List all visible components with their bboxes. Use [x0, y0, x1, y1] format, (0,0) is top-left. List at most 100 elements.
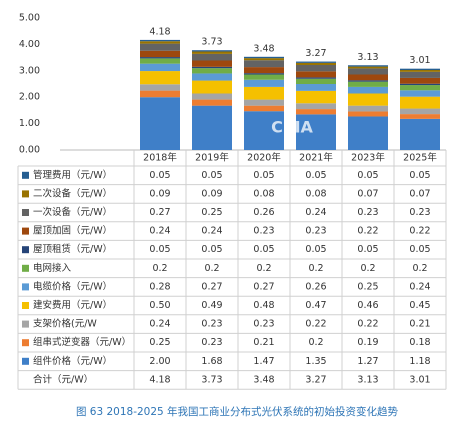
total-label: 3.73: [201, 37, 222, 48]
table-cell: 0.25: [201, 207, 222, 218]
total-label: 3.13: [357, 52, 378, 63]
table-cell: 0.23: [409, 207, 430, 218]
legend-label: 管理费用（元/W）: [33, 169, 112, 181]
table-cell: 0.22: [409, 226, 430, 237]
table-cell: 0.05: [357, 244, 378, 255]
bar-segment: [140, 90, 180, 98]
table-cell: 0.2: [360, 263, 375, 274]
bar-segment: [140, 84, 180, 91]
table-cell: 0.05: [409, 170, 430, 181]
table-cell: 3.73: [201, 374, 222, 385]
table-cell: 0.46: [357, 300, 378, 311]
bar-segment: [296, 103, 336, 110]
table-cell: 0.24: [201, 226, 222, 237]
y-tick-label: 2.00: [19, 92, 40, 103]
bar-segment: [192, 99, 232, 106]
bar-segment: [140, 41, 180, 44]
bar-segment: [192, 53, 232, 61]
bar-segment: [348, 93, 388, 106]
y-tick-label: 3.00: [19, 65, 40, 76]
table-cell: 0.09: [201, 188, 222, 199]
bar-segment: [192, 105, 232, 150]
table-cell: 0.09: [149, 188, 170, 199]
table-cell: 0.2: [308, 337, 323, 348]
table-cell: 0.25: [357, 281, 378, 292]
table-cell: 0.07: [357, 188, 378, 199]
bar-segment: [244, 56, 284, 59]
x-tick-label: 2023年: [351, 152, 385, 164]
table-cell: 1.68: [201, 356, 222, 367]
bar-segment: [400, 90, 440, 97]
table-cell: 0.05: [305, 170, 326, 181]
legend-label: 屋顶租赁（元/W）: [33, 243, 112, 255]
table-cell: 2.00: [149, 356, 170, 367]
bar-segment: [140, 39, 180, 42]
table-cell: 0.24: [409, 281, 430, 292]
table-cell: 0.08: [305, 188, 326, 199]
table-cell: 0.05: [305, 244, 326, 255]
table-cell: 1.35: [305, 356, 326, 367]
bar-segment: [400, 118, 440, 150]
table-cell: 0.22: [357, 319, 378, 330]
table-cell: 0.23: [253, 319, 274, 330]
table-cell: 0.08: [253, 188, 274, 199]
table-cell: 0.24: [149, 226, 170, 237]
table-cell: 0.26: [305, 281, 326, 292]
legend-label: 电缆价格（元/W）: [33, 280, 112, 292]
legend-label: 支架价格(元/W: [33, 318, 97, 330]
table-cell: 1.27: [357, 356, 378, 367]
bar-segment: [192, 50, 232, 52]
bar-segment: [400, 85, 440, 91]
bar-segment: [296, 90, 336, 104]
table-cell: 0.05: [253, 244, 274, 255]
table-cell: 0.27: [201, 281, 222, 292]
legend-swatch: [22, 246, 29, 254]
bar-segment: [140, 71, 180, 85]
bar-segment: [244, 111, 284, 150]
bar-segment: [296, 78, 336, 84]
table-cell: 0.05: [201, 170, 222, 181]
table-cell: 0.22: [305, 319, 326, 330]
legend-label: 屋顶加固（元/W）: [33, 225, 112, 237]
table-cell: 0.24: [149, 319, 170, 330]
bar-segment: [244, 60, 284, 68]
bar-segment: [348, 111, 388, 117]
legend-swatch: [22, 190, 29, 198]
table-cell: 0.27: [253, 281, 274, 292]
table-cell: 0.25: [149, 337, 170, 348]
bar-segment: [192, 60, 232, 67]
table-cell: 0.22: [357, 226, 378, 237]
bar-segment: [140, 97, 180, 150]
bar-segment: [244, 74, 284, 80]
table-cell: 0.24: [305, 207, 326, 218]
bar-segment: [348, 116, 388, 150]
bar-segment: [296, 71, 336, 78]
bar-segment: [348, 66, 388, 69]
table-cell: 0.21: [409, 319, 430, 330]
legend-swatch: [22, 357, 29, 365]
table-cell: 0.05: [149, 244, 170, 255]
bar-segment: [192, 66, 232, 69]
bar-segment: [296, 114, 336, 150]
bar-segment: [244, 73, 284, 75]
bar-segment: [244, 99, 284, 106]
bar-segment: [192, 68, 232, 74]
y-tick-label: 0.00: [19, 145, 40, 156]
table-cell: 0.19: [357, 337, 378, 348]
bar-segment: [296, 109, 336, 115]
bar-segment: [244, 105, 284, 112]
table-cell: 0.50: [149, 300, 170, 311]
bar-segment: [140, 50, 180, 58]
bar-segment: [192, 73, 232, 81]
table-cell: 0.05: [253, 170, 274, 181]
bar-segment: [140, 43, 180, 51]
x-tick-label: 2025年: [403, 152, 437, 164]
x-tick-label: 2019年: [195, 152, 229, 164]
table-cell: 0.26: [253, 207, 274, 218]
table-cell: 0.27: [149, 207, 170, 218]
table-cell: 0.2: [256, 263, 271, 274]
total-label: 3.48: [253, 43, 274, 54]
legend-swatch: [22, 302, 29, 309]
table-row-label: 合计（元/W）: [33, 373, 93, 385]
